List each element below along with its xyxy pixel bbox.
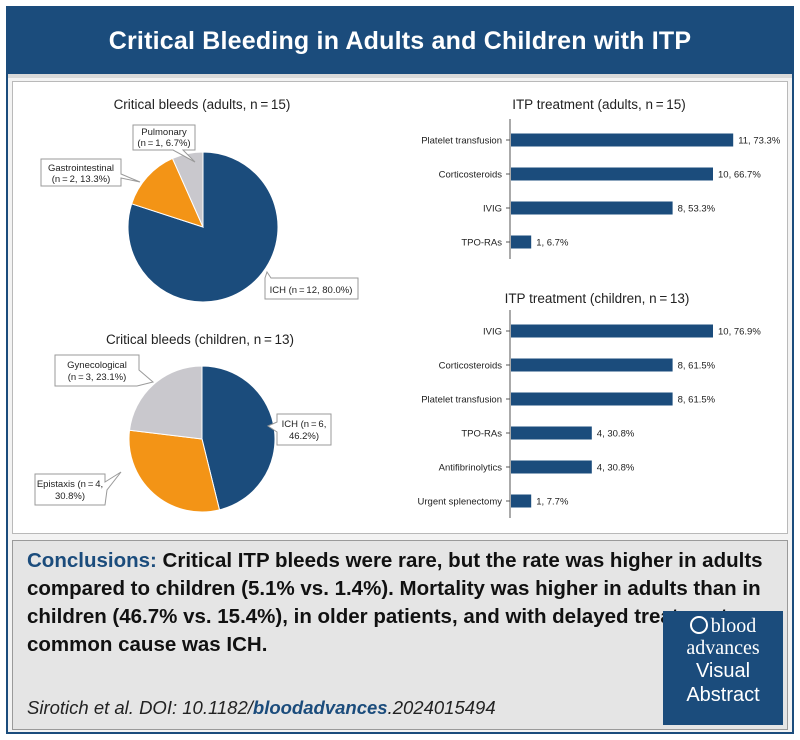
children-bar-category-label: TPO-RAs: [461, 429, 502, 440]
adult-pie-chart: [127, 151, 279, 303]
children-bar-bar: [511, 426, 592, 440]
children-bar-data-label: 8, 61.5%: [678, 395, 716, 406]
journal-logo: blood advances Visual Abstract: [663, 611, 783, 725]
children-bar-category-label: IVIG: [483, 327, 502, 338]
children-bar-category-label: Urgent splenectomy: [418, 497, 503, 508]
adult-bar-data-label: 1, 6.7%: [536, 238, 569, 249]
children-callout-ich-l1: ICH (n = 6,: [282, 419, 327, 430]
blood-drop-icon: [689, 616, 708, 635]
adult-bar-data-label: 10, 66.7%: [718, 170, 761, 181]
adult-callout-gastrointestinal: Gastrointestinal (n = 2, 13.3%): [40, 158, 141, 187]
children-callout-gyn-l1: Gynecological: [67, 360, 127, 371]
children-callout-epistaxis: Epistaxis (n = 4, 30.8%): [34, 471, 122, 506]
children-pie-chart: [128, 365, 276, 513]
children-bar-category-label: Platelet transfusion: [421, 395, 502, 406]
logo-line1: blood: [710, 615, 757, 637]
adult-bar-category-label: Platelet transfusion: [421, 136, 502, 147]
charts-svg: Critical bleeds (adults, n = 15) Critica…: [34, 97, 781, 518]
children-pie-slice-gynecological: [128, 365, 203, 440]
adult-bar-bar: [511, 167, 713, 181]
citation-suffix: .2024015494: [387, 697, 496, 718]
logo-line3: Visual: [695, 660, 751, 682]
adult-pie-slice-pulmonary: [171, 151, 204, 228]
adult-callout-gi-l2: (n = 2, 13.3%): [52, 174, 110, 185]
citation: Sirotich et al. DOI: 10.1182/bloodadvanc…: [27, 697, 496, 719]
adult-callout-ich-l1: ICH (n = 12, 80.0%): [270, 285, 353, 296]
children-bar-chart: IVIG 10, 76.9% Corticosteroids 8, 61.5% Plat…: [418, 310, 761, 518]
children-bar-bar: [511, 358, 673, 372]
adult-bar-chart: Platelet transfusion 11, 73.3% Corticoster…: [421, 119, 781, 259]
adult-bar-bar: [511, 133, 734, 147]
adult-pie-title: Critical bleeds (adults, n = 15): [114, 97, 291, 112]
adult-callout-gi-l1: Gastrointestinal: [48, 163, 114, 174]
citation-journal: bloodadvances: [252, 697, 388, 718]
children-callout-ich: ICH (n = 6, 46.2%): [266, 413, 332, 446]
children-callout-epi-l2: 30.8%): [55, 491, 85, 502]
adult-bar-category-label: TPO-RAs: [461, 238, 502, 249]
logo-line4: Abstract: [686, 684, 760, 706]
children-bar-data-label: 10, 76.9%: [718, 327, 761, 338]
adult-bar-category-label: IVIG: [483, 204, 502, 215]
adult-bar-data-label: 11, 73.3%: [738, 136, 781, 147]
children-callout-gyn-l2: (n = 3, 23.1%): [68, 372, 126, 383]
conclusion-text: Conclusions: Critical ITP bleeds were ra…: [27, 547, 777, 659]
adult-bar-bar: [511, 201, 673, 215]
adult-callout-ich: ICH (n = 12, 80.0%): [264, 270, 359, 300]
children-bar-data-label: 8, 61.5%: [678, 361, 716, 372]
children-callout-ich-l2: 46.2%): [289, 431, 319, 442]
adult-bar-bar: [511, 235, 532, 249]
children-callout-epi-l1: Epistaxis (n = 4,: [37, 479, 103, 490]
children-bar-bar: [511, 460, 592, 474]
chart-panel: Critical bleeds (adults, n = 15) Critica…: [12, 81, 788, 534]
adult-callout-pulmonary: Pulmonary (n = 1, 6.7%): [132, 124, 196, 163]
children-pie-slice-epistaxis: [128, 429, 221, 513]
adult-bar-category-label: Corticosteroids: [439, 170, 503, 181]
header-banner: Critical Bleeding in Adults and Children…: [8, 8, 792, 78]
children-bar-data-label: 4, 30.8%: [597, 429, 635, 440]
children-bar-title: ITP treatment (children, n = 13): [505, 291, 690, 306]
conclusion-body: Critical ITP bleeds were rare, but the r…: [27, 549, 763, 656]
adult-bar-data-label: 8, 53.3%: [678, 204, 716, 215]
page-title: Critical Bleeding in Adults and Children…: [108, 26, 692, 55]
children-pie-title: Critical bleeds (children, n = 13): [106, 332, 294, 347]
adult-pie-slice-gastrointestinal: [131, 157, 204, 228]
adult-bar-title: ITP treatment (adults, n = 15): [512, 97, 686, 112]
children-callout-gynecological: Gynecological (n = 3, 23.1%): [54, 354, 155, 387]
children-bar-bar: [511, 494, 532, 508]
children-bar-category-label: Antifibrinolytics: [439, 463, 503, 474]
children-bar-bar: [511, 392, 673, 406]
adult-callout-pulmonary-l1: Pulmonary: [141, 127, 187, 138]
citation-prefix: Sirotich et al. DOI: 10.1182/: [27, 697, 253, 718]
conclusion-panel: Conclusions: Critical ITP bleeds were ra…: [12, 540, 788, 730]
children-bar-bar: [511, 324, 713, 338]
children-bar-data-label: 4, 30.8%: [597, 463, 635, 474]
children-bar-data-label: 1, 7.7%: [536, 497, 569, 508]
conclusion-label: Conclusions:: [27, 549, 157, 572]
logo-line2: advances: [686, 637, 760, 659]
children-bar-category-label: Corticosteroids: [439, 361, 503, 372]
adult-callout-pulmonary-l2: (n = 1, 6.7%): [137, 138, 190, 149]
